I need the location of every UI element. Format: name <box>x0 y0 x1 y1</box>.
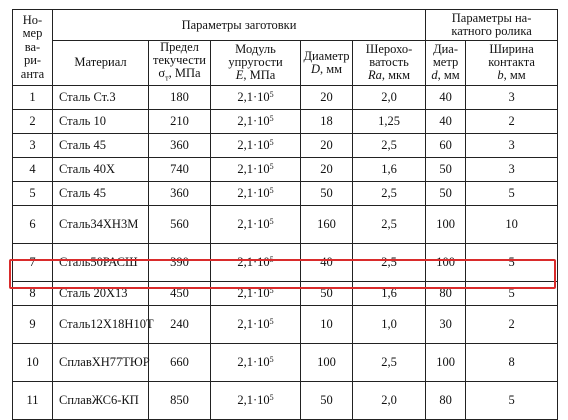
table-row: 6 Сталь34ХН3М 560 2,1·105 160 2,5 100 10 <box>12 204 559 244</box>
table-row: 9 Сталь12Х18Н10Т 240 2,1·105 10 1,0 30 2 <box>12 304 559 344</box>
table-row: 11 СплавЖС6-КП 850 2,1·105 50 2,0 80 5 <box>12 380 559 420</box>
header-roller-diameter: Диа-метр d, мм <box>425 40 467 86</box>
header-roughness: Шерохо-ватость Ra, мкм <box>351 40 427 86</box>
parameters-table: Но-мер ва-ри-анта Параметры заготовки Пар… <box>12 9 559 420</box>
table-row: 2 Сталь 10 210 2,1·105 18 1,25 40 2 <box>12 108 559 134</box>
header-contact-width: Ширина контакта b, мм <box>465 40 559 86</box>
header-blank-group: Параметры заготовки <box>51 9 427 41</box>
table-row: 1 Сталь Ст.3 180 2,1·105 20 2,0 40 3 <box>12 84 559 110</box>
header-diameter: Диаметр D, мм <box>300 40 353 86</box>
table-row: 3 Сталь 45 360 2,1·105 20 2,5 60 3 <box>12 132 559 158</box>
table-row: 4 Сталь 40Х 740 2,1·105 20 1,6 50 3 <box>12 156 559 182</box>
header-yield: Предел текучести σт, МПа <box>148 40 211 86</box>
header-modulus: Модуль упругости E, МПа <box>210 40 301 86</box>
table-row: 7 Сталь50РАСШ 390 2,1·105 40 2,5 100 5 <box>12 242 559 282</box>
table-row-highlighted: 8 Сталь 20Х13 450 2,1·105 50 1,6 80 5 <box>12 280 559 306</box>
table-row: 10 СплавХН77ТЮР 660 2,1·105 100 2,5 100 8 <box>12 342 559 382</box>
header-material: Материал <box>52 40 149 86</box>
header-variant: Но-мер ва-ри-анта <box>12 9 53 86</box>
header-roller-group: Параметры на-катного ролика <box>425 9 559 41</box>
table-row: 5 Сталь 45 360 2,1·105 50 2,5 50 5 <box>12 180 559 206</box>
